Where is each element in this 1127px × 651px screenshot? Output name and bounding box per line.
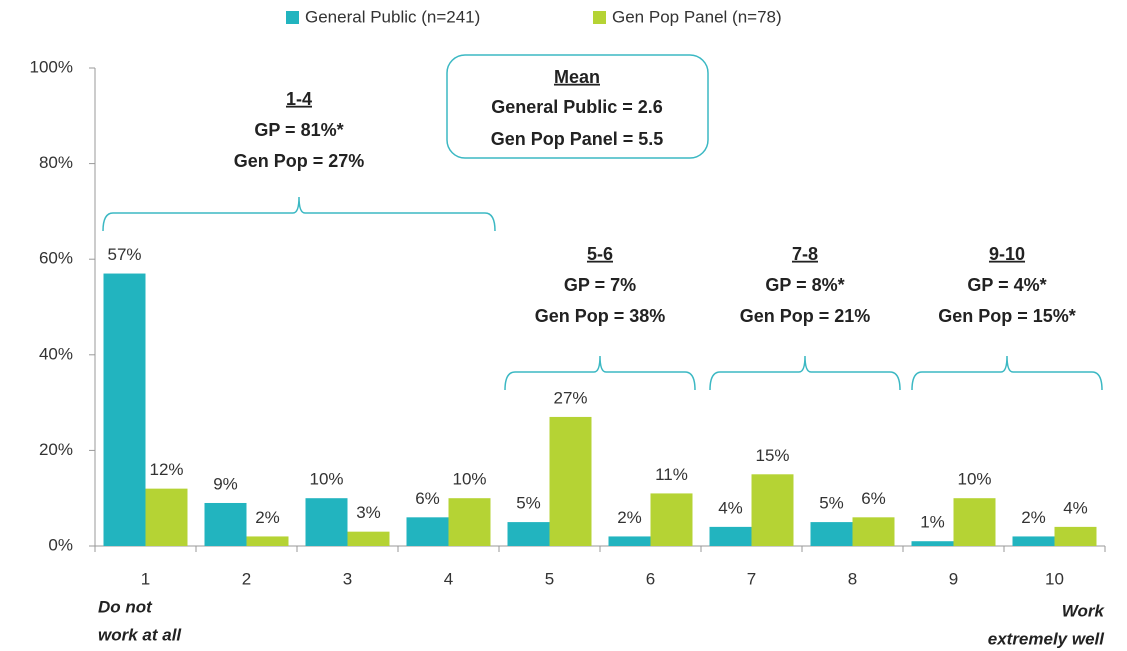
x-tick-label: 9 xyxy=(949,569,958,588)
mean-line: Gen Pop Panel = 5.5 xyxy=(491,129,664,149)
x-tick-label: 8 xyxy=(848,569,857,588)
bar xyxy=(305,498,348,546)
bar xyxy=(448,498,491,546)
y-tick-label: 20% xyxy=(39,440,73,459)
group-line: GP = 7% xyxy=(564,275,636,295)
bar xyxy=(103,273,146,546)
legend-label: Gen Pop Panel (n=78) xyxy=(612,7,782,26)
value-label: 12% xyxy=(149,460,183,479)
group-range: 5-6 xyxy=(587,244,613,264)
value-label: 27% xyxy=(553,388,587,407)
mean-box xyxy=(446,54,709,159)
end-label: work at all xyxy=(98,625,182,644)
bar xyxy=(810,522,853,546)
group-range: 9-10 xyxy=(989,244,1025,264)
value-label: 6% xyxy=(861,489,886,508)
bracket xyxy=(709,355,901,391)
mean-title: Mean xyxy=(554,67,600,87)
group-range: 7-8 xyxy=(792,244,818,264)
y-tick-label: 0% xyxy=(48,535,73,554)
bracket xyxy=(911,355,1103,391)
value-label: 2% xyxy=(617,508,642,527)
group-line: GP = 8%* xyxy=(765,275,844,295)
group-line: Gen Pop = 15%* xyxy=(938,306,1076,326)
value-label: 10% xyxy=(309,470,343,489)
value-label: 57% xyxy=(107,245,141,264)
bar xyxy=(549,416,592,546)
bar xyxy=(347,531,390,546)
bar xyxy=(1054,526,1097,546)
group-line: Gen Pop = 27% xyxy=(234,151,365,171)
value-label: 11% xyxy=(655,465,688,484)
group-line: Gen Pop = 21% xyxy=(740,306,871,326)
mean-line: General Public = 2.6 xyxy=(491,97,663,117)
x-tick-label: 7 xyxy=(747,569,756,588)
value-label: 1% xyxy=(920,513,945,532)
group-range: 1-4 xyxy=(286,89,312,109)
value-label: 4% xyxy=(1063,498,1088,517)
bar xyxy=(751,474,794,546)
bar xyxy=(246,536,289,546)
legend-swatch xyxy=(593,11,606,24)
x-tick-label: 5 xyxy=(545,569,554,588)
value-label: 3% xyxy=(356,503,381,522)
legend-label: General Public (n=241) xyxy=(305,7,480,26)
legend-swatch xyxy=(286,11,299,24)
group-line: GP = 4%* xyxy=(967,275,1046,295)
bar xyxy=(953,498,996,546)
group-line: Gen Pop = 38% xyxy=(535,306,666,326)
bar xyxy=(507,522,550,546)
x-tick-label: 1 xyxy=(141,569,150,588)
value-label: 10% xyxy=(957,470,991,489)
value-label: 15% xyxy=(755,446,789,465)
value-label: 6% xyxy=(415,489,440,508)
bracket xyxy=(504,355,696,391)
bar xyxy=(1012,536,1055,546)
y-tick-label: 60% xyxy=(39,249,73,268)
value-label: 4% xyxy=(718,498,743,517)
bar xyxy=(852,517,895,546)
bar xyxy=(406,517,449,546)
x-tick-label: 3 xyxy=(343,569,352,588)
bar xyxy=(911,541,954,546)
bar xyxy=(608,536,651,546)
x-tick-label: 2 xyxy=(242,569,251,588)
value-label: 2% xyxy=(255,508,280,527)
y-tick-label: 40% xyxy=(39,344,73,363)
value-label: 10% xyxy=(452,470,486,489)
end-label: Work xyxy=(1062,601,1106,620)
end-label: Do not xyxy=(98,597,153,616)
group-line: GP = 81%* xyxy=(254,120,343,140)
bar xyxy=(709,526,752,546)
bar xyxy=(204,502,247,546)
bracket xyxy=(102,196,496,232)
value-label: 9% xyxy=(213,474,238,493)
x-tick-label: 4 xyxy=(444,569,453,588)
bar xyxy=(650,493,693,546)
y-tick-label: 80% xyxy=(39,153,73,172)
x-tick-label: 10 xyxy=(1045,569,1064,588)
value-label: 2% xyxy=(1021,508,1046,527)
x-tick-label: 6 xyxy=(646,569,655,588)
bar xyxy=(145,488,188,546)
end-label: extremely well xyxy=(988,629,1106,648)
y-tick-label: 100% xyxy=(30,57,73,76)
value-label: 5% xyxy=(516,494,541,513)
value-label: 5% xyxy=(819,494,844,513)
